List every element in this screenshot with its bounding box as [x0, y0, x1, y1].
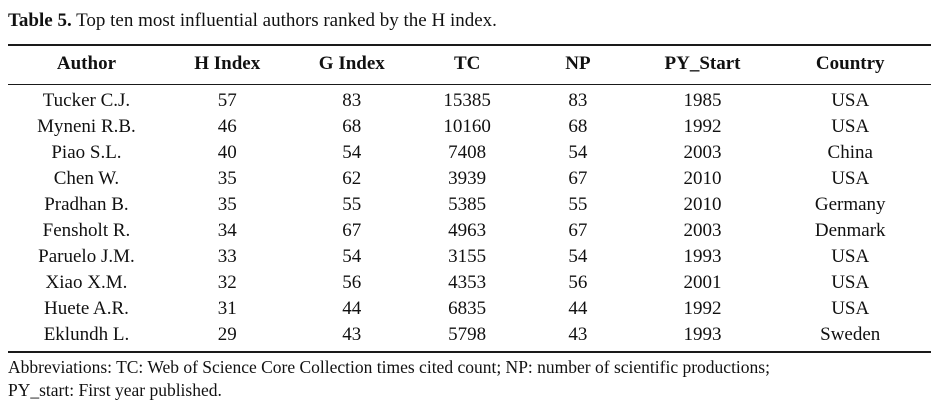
table-row: Piao S.L. 40 54 7408 54 2003 China: [8, 140, 931, 166]
cell-author: Paruelo J.M.: [38, 246, 135, 267]
table-row: Paruelo J.M. 33 54 3155 54 1993 USA: [8, 244, 931, 270]
table-row: Huete A.R. 31 44 6835 44 1992 USA: [8, 296, 931, 322]
cell-py-start: 1993: [683, 324, 722, 345]
cell-h-index: 34: [217, 220, 237, 241]
cell-country: Denmark: [814, 220, 886, 241]
cell-g-index: 54: [342, 142, 362, 163]
cell-author: Huete A.R.: [43, 298, 129, 319]
cell-np: 44: [568, 298, 588, 319]
table-row: Pradhan B. 35 55 5385 55 2010 Germany: [8, 192, 931, 218]
table-header: Author H Index G Index TC NP PY_Start Co…: [8, 45, 931, 85]
cell-h-index: 35: [217, 194, 237, 215]
column-header-tc: TC: [414, 45, 521, 85]
cell-py-start: 1992: [683, 116, 722, 137]
cell-np: 83: [568, 90, 588, 111]
cell-g-index: 56: [342, 272, 362, 293]
cell-py-start: 1992: [683, 298, 722, 319]
cell-py-start: 2003: [683, 142, 722, 163]
cell-tc: 10160: [443, 116, 491, 137]
authors-table: Author H Index G Index TC NP PY_Start Co…: [8, 44, 931, 353]
cell-np: 67: [568, 220, 588, 241]
column-header-author: Author: [8, 45, 165, 85]
cell-country: USA: [831, 246, 870, 267]
cell-author: Chen W.: [53, 168, 120, 189]
cell-py-start: 1985: [683, 90, 722, 111]
caption-label: Table 5.: [8, 10, 72, 31]
cell-h-index: 46: [217, 116, 237, 137]
table-row: Chen W. 35 62 3939 67 2010 USA: [8, 166, 931, 192]
table-header-row: Author H Index G Index TC NP PY_Start Co…: [8, 45, 931, 85]
cell-np: 67: [568, 168, 588, 189]
column-header-country: Country: [769, 45, 931, 85]
cell-h-index: 32: [217, 272, 237, 293]
cell-py-start: 2010: [683, 168, 722, 189]
cell-g-index: 44: [342, 298, 362, 319]
cell-author: Piao S.L.: [51, 142, 122, 163]
cell-tc: 7408: [448, 142, 487, 163]
cell-g-index: 67: [342, 220, 362, 241]
footnote-line: Abbreviations: TC: Web of Science Core C…: [8, 357, 770, 377]
cell-np: 55: [568, 194, 588, 215]
cell-np: 54: [568, 142, 588, 163]
footnote-line: PY_start: First year published.: [8, 380, 222, 400]
cell-country: USA: [831, 116, 870, 137]
cell-tc: 5798: [448, 324, 487, 345]
table-row: Tucker C.J. 57 83 15385 83 1985 USA: [8, 85, 931, 115]
cell-tc: 3155: [448, 246, 487, 267]
cell-tc: 4963: [448, 220, 487, 241]
column-header-g-index: G Index: [289, 45, 415, 85]
column-header-h-index: H Index: [164, 45, 290, 85]
cell-tc: 6835: [448, 298, 487, 319]
cell-h-index: 40: [217, 142, 237, 163]
cell-h-index: 31: [217, 298, 237, 319]
cell-h-index: 35: [217, 168, 237, 189]
cell-py-start: 1993: [683, 246, 722, 267]
cell-tc: 5385: [448, 194, 487, 215]
caption-text: Top ten most influential authors ranked …: [71, 10, 497, 31]
column-header-py-start: PY_Start: [635, 45, 770, 85]
cell-author: Pradhan B.: [44, 194, 129, 215]
cell-np: 54: [568, 246, 588, 267]
cell-g-index: 54: [342, 246, 362, 267]
table-row: Myneni R.B. 46 68 10160 68 1992 USA: [8, 114, 931, 140]
cell-tc: 4353: [448, 272, 487, 293]
table-row: Eklundh L. 29 43 5798 43 1993 Sweden: [8, 322, 931, 352]
cell-country: USA: [831, 298, 870, 319]
footnote: Abbreviations: TC: Web of Science Core C…: [8, 356, 931, 402]
cell-tc: 3939: [448, 168, 487, 189]
cell-author: Xiao X.M.: [45, 272, 128, 293]
cell-py-start: 2003: [683, 220, 722, 241]
cell-g-index: 68: [342, 116, 362, 137]
cell-author: Fensholt R.: [42, 220, 131, 241]
cell-country: Sweden: [820, 324, 881, 345]
cell-py-start: 2001: [683, 272, 722, 293]
cell-country: USA: [831, 168, 870, 189]
table-body: Tucker C.J. 57 83 15385 83 1985 USA Myneni R.B.…: [8, 85, 931, 353]
table-caption: Table 5. Top ten most influential author…: [0, 0, 939, 33]
cell-author: Myneni R.B.: [37, 116, 136, 137]
cell-author: Eklundh L.: [43, 324, 130, 345]
cell-country: China: [827, 142, 873, 163]
cell-country: USA: [831, 272, 870, 293]
cell-h-index: 57: [217, 90, 237, 111]
table-row: Xiao X.M. 32 56 4353 56 2001 USA: [8, 270, 931, 296]
cell-country: Germany: [814, 194, 886, 215]
cell-np: 68: [568, 116, 588, 137]
cell-g-index: 83: [342, 90, 362, 111]
cell-g-index: 43: [342, 324, 362, 345]
cell-g-index: 62: [342, 168, 362, 189]
cell-np: 43: [568, 324, 588, 345]
cell-g-index: 55: [342, 194, 362, 215]
cell-country: USA: [831, 90, 870, 111]
cell-tc: 15385: [443, 90, 491, 111]
cell-np: 56: [568, 272, 588, 293]
cell-py-start: 2010: [683, 194, 722, 215]
cell-h-index: 29: [217, 324, 237, 345]
column-header-np: NP: [520, 45, 636, 85]
cell-author: Tucker C.J.: [42, 90, 131, 111]
cell-h-index: 33: [217, 246, 237, 267]
table-row: Fensholt R. 34 67 4963 67 2003 Denmark: [8, 218, 931, 244]
